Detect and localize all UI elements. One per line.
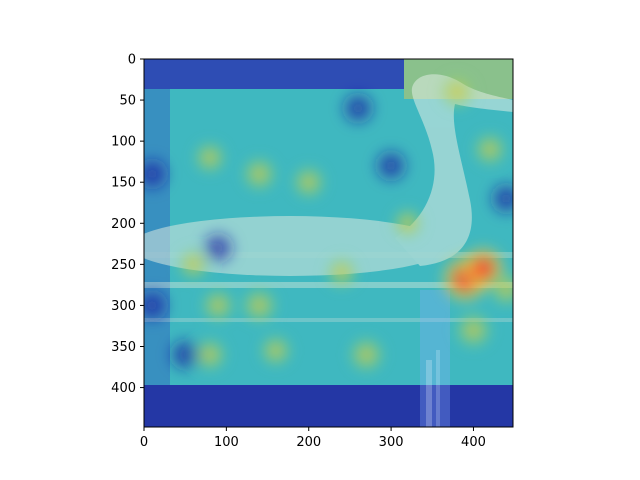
y-tick-label: 0 xyxy=(128,53,136,68)
y-tick-label: 200 xyxy=(111,217,136,232)
cold-spot xyxy=(486,178,513,219)
heat-spot xyxy=(191,139,229,176)
heat-spot xyxy=(175,246,212,283)
y-tick-label: 100 xyxy=(111,135,136,150)
heat-spot xyxy=(345,334,387,376)
heat-spot xyxy=(452,308,495,352)
y-tick-label: 50 xyxy=(119,94,136,109)
cold-spot xyxy=(144,154,173,194)
y-tick-label: 300 xyxy=(111,299,136,314)
heat-spot xyxy=(190,335,229,374)
heatmap-top-band xyxy=(144,59,404,89)
y-tick-label: 250 xyxy=(111,258,136,273)
x-tick-label: 300 xyxy=(379,435,404,450)
y-axis: 0 50 100 150 200 250 300 350 400 xyxy=(111,53,144,396)
heat-spot xyxy=(437,72,477,112)
cold-spot xyxy=(144,285,173,326)
heat-spot xyxy=(257,332,295,369)
x-tick-label: 200 xyxy=(296,435,321,450)
y-tick-label: 350 xyxy=(111,340,136,355)
heat-spots xyxy=(144,72,513,376)
heat-spot xyxy=(199,286,238,325)
cold-spot xyxy=(371,145,412,186)
y-tick-label: 400 xyxy=(111,381,136,396)
x-tick-label: 400 xyxy=(461,435,486,450)
water-reflection xyxy=(420,290,450,427)
plot-area xyxy=(144,59,513,427)
x-axis: 0 100 200 300 400 xyxy=(140,427,486,450)
axes-frame xyxy=(143,58,514,428)
cold-spot xyxy=(338,88,379,129)
heat-spot xyxy=(470,130,509,169)
heat-spot xyxy=(289,163,328,202)
heat-spot xyxy=(239,154,280,194)
heat-spot xyxy=(323,254,360,291)
heat-spot xyxy=(389,205,426,241)
y-tick-label: 150 xyxy=(111,176,136,191)
heatmap-bottom-band xyxy=(144,385,513,427)
x-tick-label: 100 xyxy=(214,435,239,450)
x-tick-label: 0 xyxy=(140,435,148,450)
heat-spot xyxy=(238,285,280,326)
heat-spot xyxy=(486,269,513,309)
